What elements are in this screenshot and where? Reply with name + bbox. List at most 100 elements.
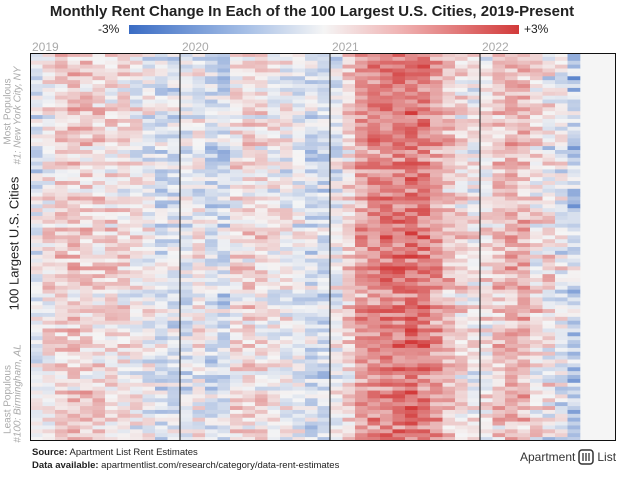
heatmap-cell [255, 231, 268, 236]
heatmap-cell [455, 130, 468, 135]
heatmap-cell [167, 293, 181, 298]
heatmap-cell [167, 111, 181, 116]
heatmap-cell [555, 394, 568, 399]
heatmap-cell [542, 161, 556, 166]
heatmap-cell [467, 378, 481, 384]
heatmap-cell [567, 402, 581, 407]
heatmap-cell [405, 425, 418, 430]
heatmap-cell [555, 184, 568, 190]
heatmap-cell [442, 254, 456, 259]
heatmap-cell [480, 142, 493, 147]
heatmap-cell [117, 107, 131, 112]
heatmap-cell [42, 184, 56, 190]
heatmap-cell [530, 95, 543, 100]
heatmap-cell [517, 84, 531, 89]
heatmap-cell [567, 382, 581, 387]
heatmap-cell [267, 390, 281, 395]
heatmap-cell [205, 184, 218, 190]
heatmap-cell [205, 212, 218, 217]
heatmap-cell [280, 192, 293, 197]
heatmap-cell [355, 153, 368, 159]
heatmap-cell [55, 173, 68, 178]
heatmap-cell [542, 157, 556, 162]
heatmap-cell [442, 278, 456, 283]
heatmap-cell [392, 254, 406, 259]
heatmap-cell [367, 359, 381, 364]
heatmap-cell [505, 266, 518, 271]
heatmap-cell [292, 157, 306, 162]
heatmap-cell [392, 200, 406, 205]
heatmap-cell [105, 239, 118, 244]
heatmap-cell [130, 126, 143, 131]
heatmap-cell [267, 332, 281, 337]
heatmap-cell [567, 386, 581, 391]
heatmap-cell [292, 250, 306, 256]
heatmap-cell [80, 72, 93, 77]
heatmap-cell [167, 196, 181, 201]
data-link[interactable]: apartmentlist.com/research/category/data… [98, 460, 340, 471]
heatmap-cell [255, 309, 268, 314]
heatmap-cell [467, 278, 481, 283]
heatmap-cell [242, 146, 256, 151]
heatmap-cell [505, 406, 518, 411]
heatmap-cell [230, 285, 243, 290]
heatmap-cell [567, 239, 581, 244]
heatmap-cell [530, 429, 543, 434]
heatmap-cell [517, 309, 531, 314]
heatmap-cell [167, 138, 181, 143]
heatmap-cell [342, 293, 356, 298]
heatmap-cell [567, 231, 581, 236]
heatmap-cell [280, 215, 293, 221]
heatmap-cell [155, 421, 168, 426]
heatmap-cell [42, 227, 56, 232]
heatmap-cell [180, 169, 193, 174]
heatmap-cell [405, 309, 418, 314]
heatmap-cell [517, 130, 531, 135]
heatmap-cell [142, 153, 156, 159]
heatmap-cell [467, 324, 481, 329]
heatmap-cell [217, 157, 231, 162]
heatmap-cell [430, 324, 443, 329]
heatmap-cell [242, 386, 256, 391]
heatmap-cell [292, 204, 306, 209]
heatmap-cell [192, 258, 206, 263]
heatmap-cell [230, 196, 243, 201]
heatmap-cell [392, 157, 406, 162]
heatmap-cell [142, 115, 156, 120]
heatmap-cell [480, 184, 493, 190]
heatmap-cell [405, 390, 418, 395]
heatmap-cell [517, 173, 531, 178]
heatmap-cell [305, 297, 318, 302]
heatmap-cell [417, 115, 431, 120]
heatmap-cell [467, 289, 481, 294]
heatmap-cell [567, 192, 581, 197]
heatmap-cell [217, 417, 231, 422]
heatmap-cell [442, 402, 456, 407]
heatmap-cell [317, 305, 331, 310]
heatmap-cell [267, 258, 281, 263]
heatmap-cell [167, 320, 181, 325]
heatmap-cell [267, 417, 281, 422]
heatmap-cell [467, 429, 481, 434]
heatmap-cell [167, 398, 181, 403]
heatmap-cell [180, 382, 193, 387]
heatmap-cell [55, 142, 68, 147]
heatmap-cell [355, 204, 368, 209]
heatmap-cell [180, 375, 193, 380]
heatmap-cell [392, 118, 406, 124]
heatmap-cell [55, 328, 68, 333]
heatmap-cell [530, 231, 543, 236]
heatmap-cell [342, 196, 356, 201]
heatmap-cell [405, 215, 418, 221]
heatmap-cell [392, 99, 406, 104]
heatmap-cell [180, 390, 193, 395]
heatmap-cell [330, 165, 343, 170]
heatmap-cell [517, 301, 531, 306]
heatmap-cell [292, 76, 306, 81]
heatmap-cell [405, 188, 418, 193]
heatmap-cell [517, 425, 531, 430]
heatmap-cell [392, 192, 406, 197]
heatmap-cell [430, 118, 443, 124]
heatmap-cell [405, 64, 418, 69]
heatmap-cell [305, 99, 318, 104]
